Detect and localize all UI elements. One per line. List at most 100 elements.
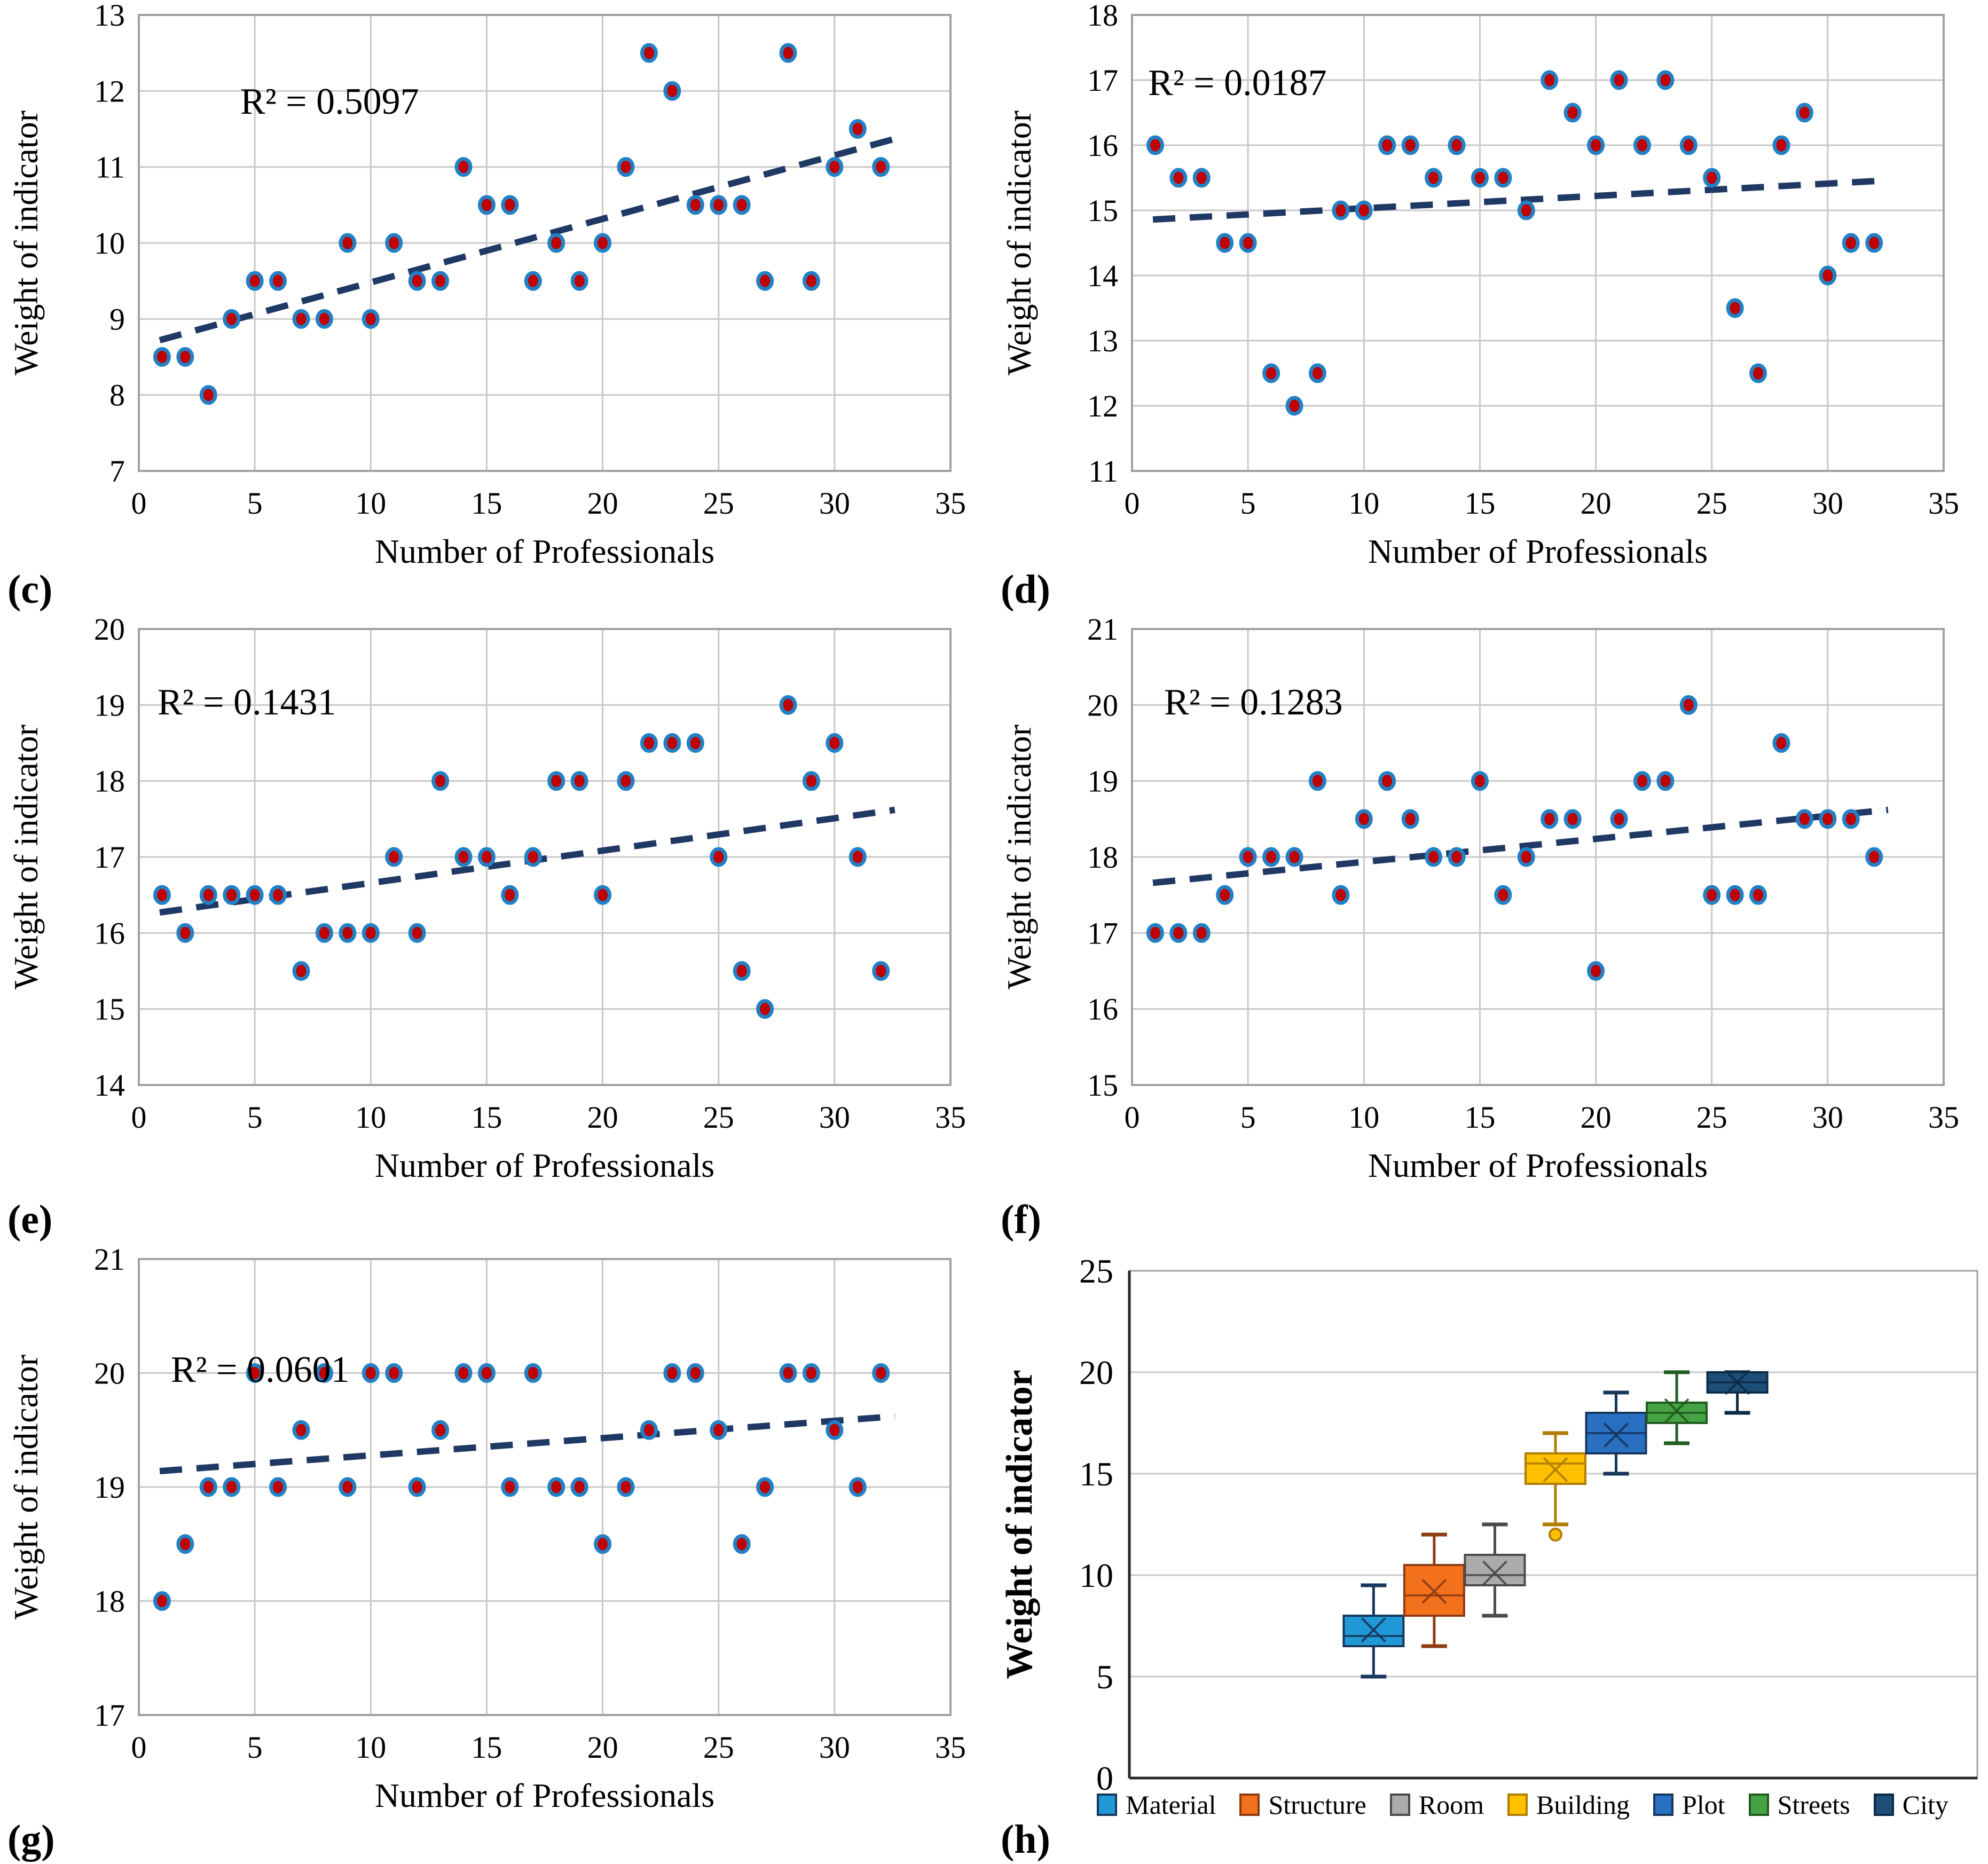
legend-swatch-icon — [1389, 1794, 1410, 1816]
scatter-point — [594, 233, 612, 253]
scatter-point — [1865, 847, 1883, 867]
legend-item-city: City — [1873, 1791, 1948, 1818]
x-tick-label: 20 — [1581, 486, 1612, 521]
plot-frame — [1131, 14, 1945, 472]
outlier-point — [1548, 1528, 1562, 1541]
y-tick-label: 19 — [94, 688, 125, 722]
panel-e: 0 5 10 15 20 25 30 35 14 15 16 17 18 19 20 Number of Pr… — [0, 614, 993, 1244]
panel-label-f: (f) — [1001, 1197, 1041, 1242]
scatter-point — [176, 1534, 194, 1554]
scatter-point — [756, 1477, 774, 1497]
scatter-point — [686, 195, 704, 215]
legend-item-structure: Structure — [1239, 1791, 1366, 1818]
scatter-point — [802, 271, 820, 291]
scatter-point — [362, 1363, 380, 1383]
x-tick-label: 25 — [1696, 486, 1727, 521]
x-tick-label: 15 — [471, 1730, 502, 1765]
x-tick-label: 20 — [587, 1730, 618, 1765]
scatter-point — [176, 923, 194, 943]
y-tick-label: 11 — [1088, 454, 1118, 489]
scatter-point — [1749, 363, 1767, 383]
scatter-point — [848, 1477, 867, 1497]
box-city — [1706, 1370, 1769, 1415]
scatter-point — [617, 771, 635, 791]
scatter-point — [408, 1477, 426, 1497]
y-tick-label: 16 — [1087, 128, 1118, 163]
x-tick-label: 35 — [935, 486, 966, 521]
x-tick-label: 15 — [1464, 1100, 1495, 1135]
panel-label-g: (g) — [7, 1817, 55, 1862]
scatter-point — [454, 157, 473, 177]
scatter-point — [199, 1477, 217, 1497]
legend-swatch-icon — [1653, 1794, 1674, 1816]
scatter-point — [710, 195, 728, 215]
scatter-point — [547, 771, 565, 791]
scatter-point — [1819, 809, 1837, 829]
scatter-point — [315, 1363, 333, 1383]
scatter-point — [1425, 168, 1443, 188]
y-tick-label: 17 — [1087, 63, 1118, 98]
y-axis-title: Weight of indicator — [1000, 725, 1038, 989]
legend-label: Streets — [1777, 1790, 1850, 1820]
x-tick-label: 10 — [1348, 1100, 1379, 1135]
scatter-point — [1587, 135, 1605, 155]
x-axis-title: Number of Professionals — [1368, 532, 1708, 570]
scatter-point — [176, 347, 194, 367]
scatter-point — [1679, 695, 1698, 715]
scatter-point — [524, 847, 542, 867]
scatter-point — [501, 1477, 519, 1497]
scatter-point — [1656, 70, 1675, 90]
y-tick-label: 9 — [109, 302, 125, 336]
box-building — [1524, 1431, 1586, 1541]
scatter-point — [269, 271, 287, 291]
x-tick-label: 20 — [587, 486, 618, 521]
scatter-point — [1239, 847, 1257, 867]
scatter-point — [686, 1363, 704, 1383]
scatter-point — [269, 885, 287, 905]
y-tick-label: 11 — [95, 150, 125, 185]
trendline — [159, 1413, 895, 1475]
scatter-point — [362, 309, 380, 329]
scatter-point — [570, 1477, 588, 1497]
scatter-point — [1772, 733, 1790, 753]
y-axis-title: Weight of indicator — [1000, 111, 1038, 375]
scatter-point — [779, 43, 797, 63]
scatter-point — [1772, 135, 1790, 155]
scatter-point — [454, 1363, 473, 1383]
scatter-point — [1216, 233, 1234, 253]
x-tick-label: 35 — [935, 1100, 966, 1135]
x-tick-label: 5 — [247, 486, 263, 521]
scatter-point — [454, 847, 473, 867]
scatter-point — [872, 1363, 890, 1383]
x-tick-label: 0 — [131, 1100, 147, 1135]
scatter-point — [524, 271, 542, 291]
panel-label-c: (c) — [7, 567, 53, 612]
x-tick-label: 10 — [1348, 486, 1379, 521]
scatter-point — [477, 195, 496, 215]
scatter-chart-g: 0 5 10 15 20 25 30 35 17 18 19 20 21 Number of Profes… — [7, 1244, 966, 1814]
scatter-point — [292, 1420, 310, 1440]
y-tick-label: 15 — [1087, 193, 1118, 228]
scatter-point — [1610, 70, 1628, 90]
scatter-point — [710, 1420, 728, 1440]
scatter-point — [199, 385, 217, 405]
y-tick-label: 10 — [94, 226, 125, 261]
legend-swatch-icon — [1748, 1794, 1769, 1816]
plot-frame — [1131, 628, 1945, 1086]
legend-label: Material — [1126, 1790, 1216, 1820]
scatter-point — [826, 733, 844, 753]
y-tick-label: 8 — [109, 378, 125, 413]
scatter-point — [1471, 168, 1489, 188]
scatter-point — [408, 271, 426, 291]
x-tick-label: 30 — [1812, 1100, 1843, 1135]
y-tick-label: 0 — [1096, 1759, 1113, 1797]
trendline — [1152, 806, 1889, 886]
panel-d: 0 5 10 15 20 25 30 35 11 12 13 14 15 16 17 18 Number of … — [993, 0, 1988, 614]
x-axis-title: Number of Professionals — [375, 532, 714, 570]
scatter-point — [1633, 135, 1651, 155]
y-tick-label: 19 — [94, 1470, 125, 1505]
scatter-point — [640, 733, 658, 753]
r-squared-label: R² = 0.0187 — [1148, 62, 1327, 104]
scatter-point — [1448, 847, 1466, 867]
x-tick-label: 20 — [1581, 1100, 1612, 1135]
